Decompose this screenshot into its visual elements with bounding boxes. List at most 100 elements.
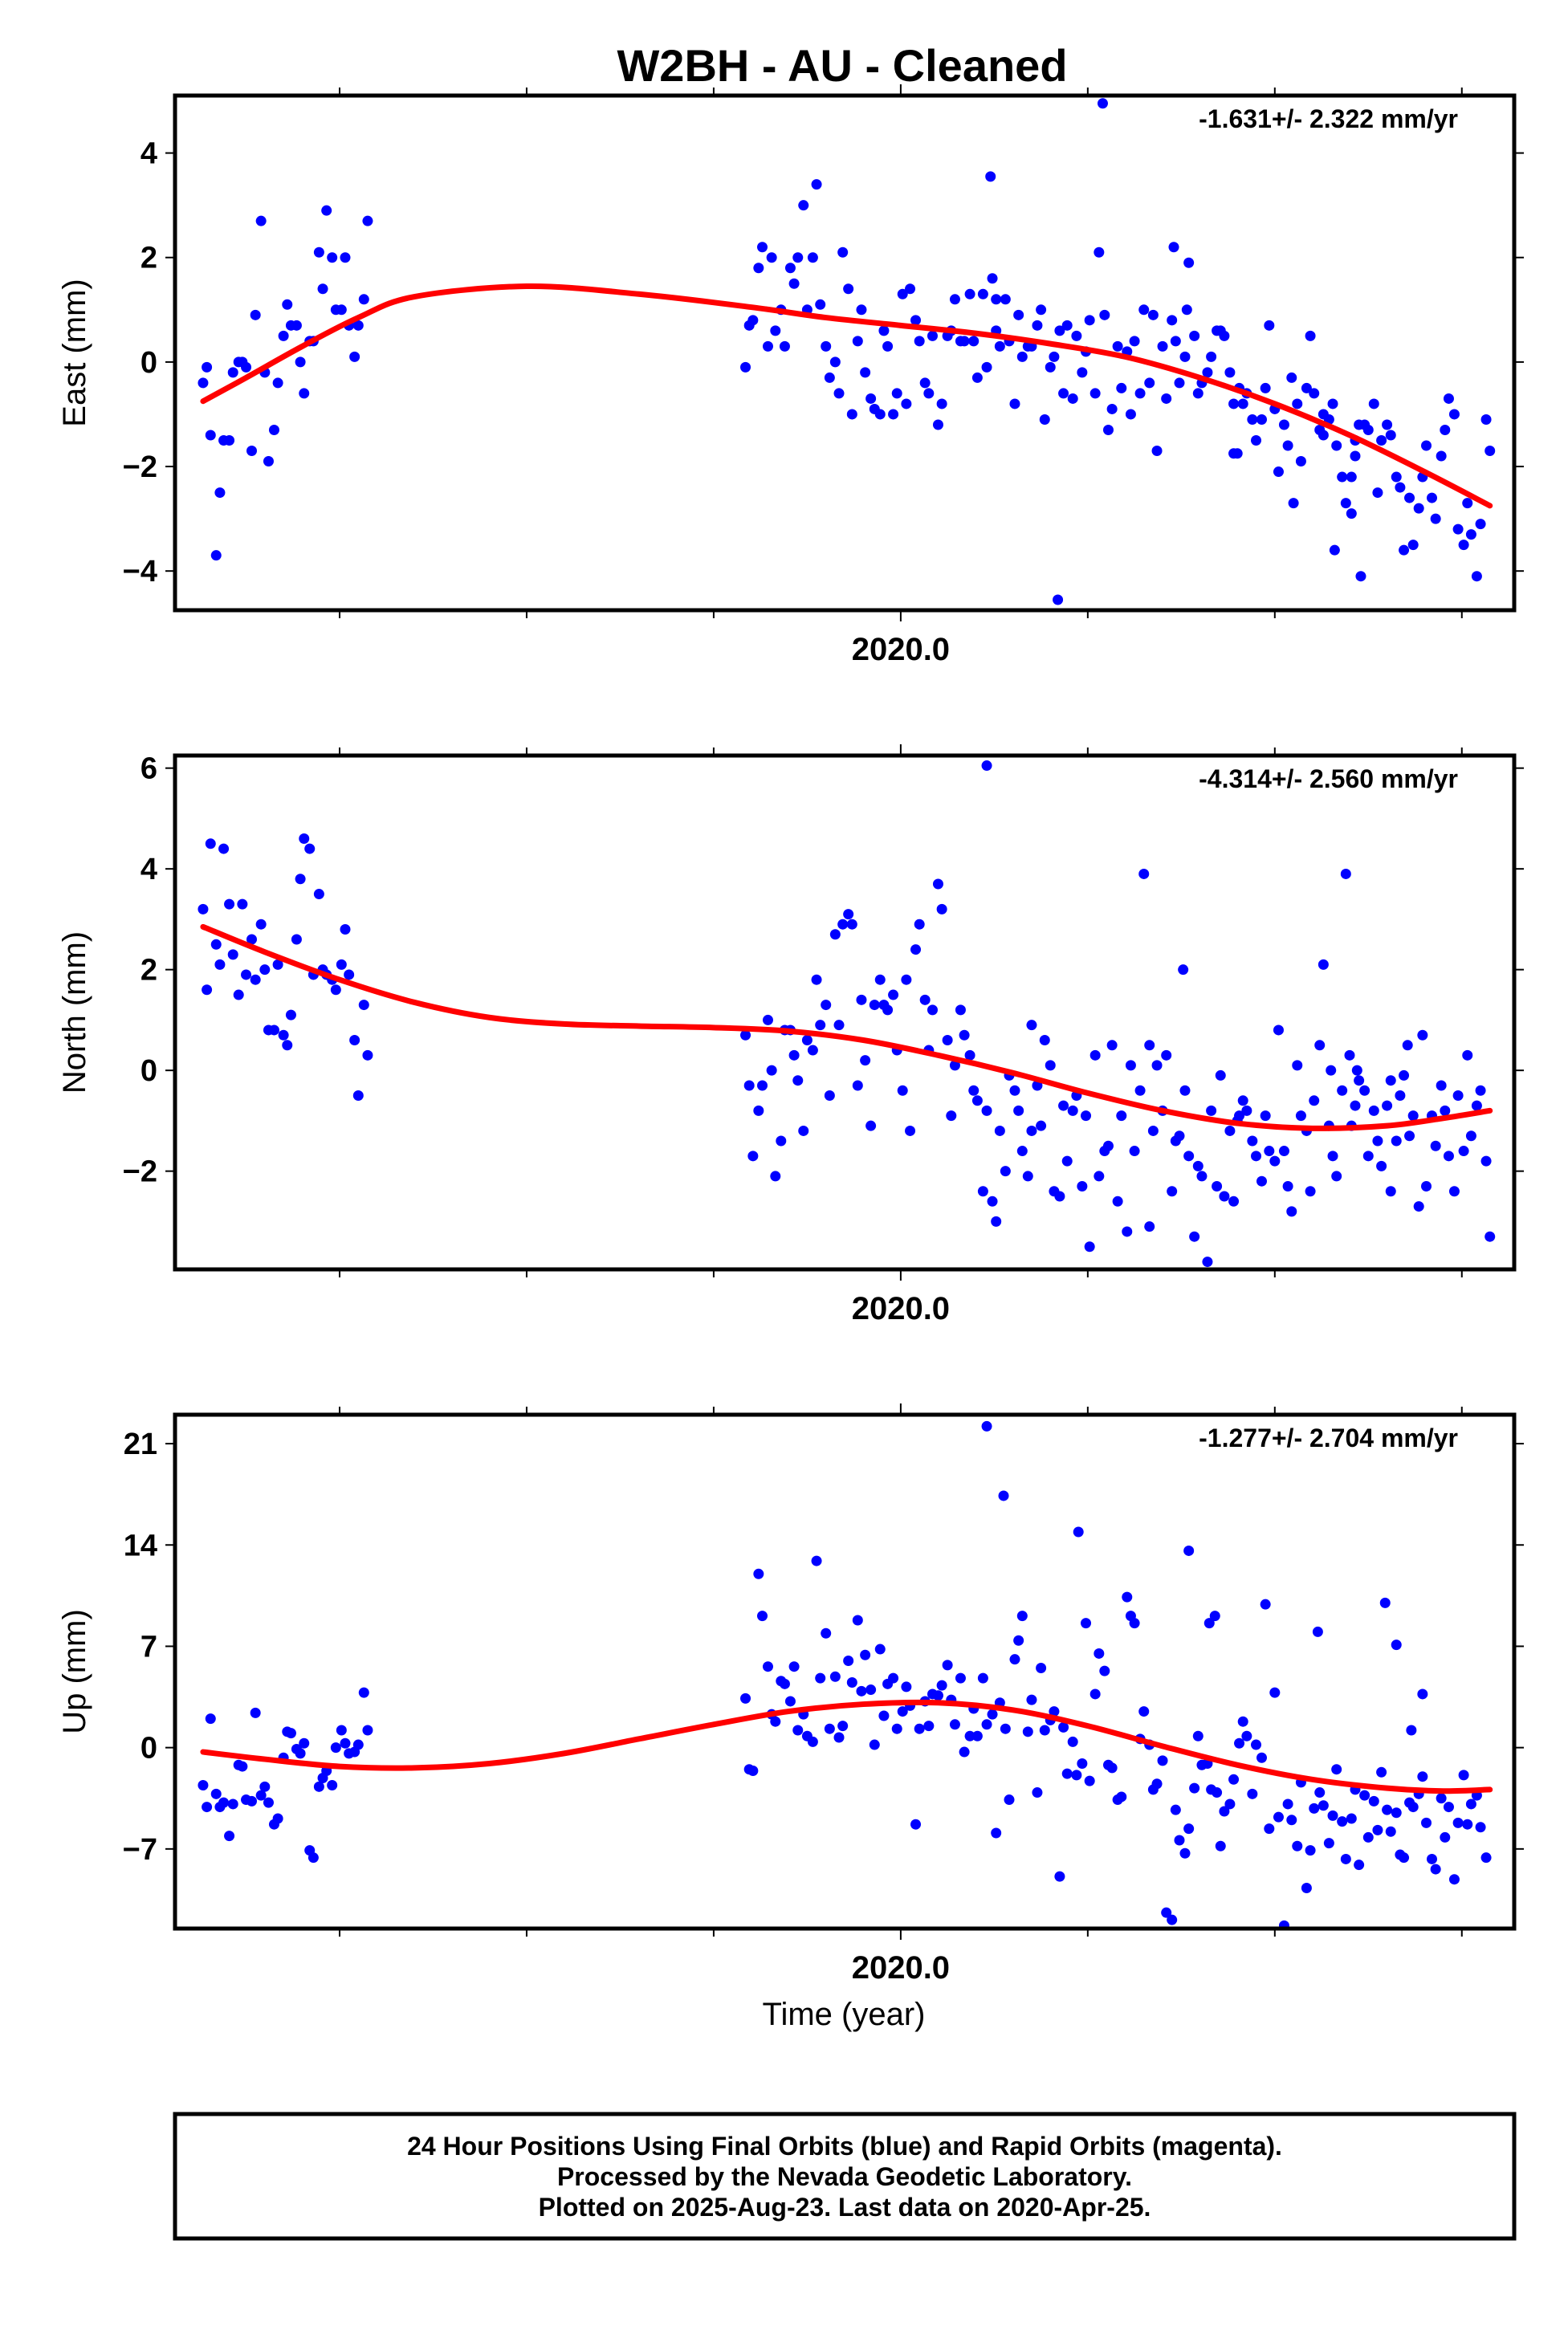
- up-data-point: [1000, 1723, 1011, 1734]
- north-data-point: [349, 1035, 360, 1046]
- east-data-point: [214, 487, 226, 499]
- north-data-point: [756, 1080, 768, 1091]
- east-data-point: [1125, 409, 1136, 420]
- north-data-point: [743, 1080, 755, 1091]
- east-data-point: [1355, 571, 1366, 582]
- up-data-point: [1312, 1626, 1323, 1637]
- north-data-point: [788, 1049, 800, 1061]
- up-data-point: [1382, 1804, 1393, 1815]
- up-data-point: [1346, 1813, 1357, 1824]
- east-data-point: [1368, 398, 1379, 409]
- east-data-point: [923, 388, 935, 399]
- north-data-point: [241, 969, 252, 980]
- east-data-point: [1202, 367, 1213, 378]
- east-data-point: [1413, 503, 1424, 514]
- east-y-tick-label: −4: [123, 555, 157, 589]
- east-data-point: [205, 430, 216, 441]
- east-data-point: [1452, 523, 1464, 535]
- up-data-point: [971, 1730, 983, 1741]
- up-data-point: [1215, 1840, 1226, 1851]
- east-data-point: [1232, 448, 1243, 459]
- east-data-point: [1032, 320, 1043, 331]
- east-data-point: [792, 252, 804, 263]
- north-data-point: [1189, 1231, 1200, 1242]
- up-data-point: [1174, 1835, 1185, 1846]
- up-data-point: [914, 1723, 925, 1734]
- north-data-point: [1138, 868, 1150, 879]
- north-data-point: [362, 1049, 373, 1061]
- up-data-point: [1192, 1730, 1203, 1741]
- up-data-point: [307, 1852, 319, 1864]
- east-data-point: [313, 246, 324, 258]
- east-data-point: [1036, 304, 1047, 316]
- east-data-point: [1385, 430, 1396, 441]
- east-data-point: [910, 315, 922, 326]
- footer-line-3: Plotted on 2025-Aug-23. Last data on 202…: [539, 2193, 1151, 2222]
- north-data-point: [1264, 1146, 1275, 1157]
- north-data-point: [1237, 1095, 1248, 1106]
- east-data-point: [1309, 388, 1320, 399]
- up-y-axis-label: Up (mm): [57, 1609, 92, 1734]
- up-data-point: [1282, 1798, 1293, 1810]
- east-data-point: [362, 215, 373, 226]
- north-data-point: [1106, 1040, 1118, 1051]
- north-data-point: [1094, 1171, 1105, 1182]
- east-data-point: [985, 171, 996, 182]
- north-data-point: [1061, 1155, 1073, 1167]
- north-data-point: [740, 1029, 751, 1041]
- east-data-point: [753, 263, 764, 274]
- north-data-point: [246, 934, 258, 945]
- figure-title: W2BH - AU - Cleaned: [617, 40, 1067, 91]
- up-data-point: [1256, 1752, 1268, 1763]
- up-data-point: [1022, 1726, 1033, 1737]
- north-data-point: [1058, 1100, 1069, 1111]
- east-data-point: [1286, 372, 1297, 383]
- up-data-point: [891, 1723, 902, 1734]
- east-data-point: [358, 294, 369, 305]
- up-data-point: [1224, 1798, 1236, 1810]
- north-data-point: [1260, 1110, 1271, 1122]
- north-data-point: [1183, 1151, 1195, 1162]
- north-data-point: [1452, 1090, 1464, 1102]
- east-data-point: [1340, 498, 1351, 509]
- north-plot-frame: [173, 753, 1517, 1272]
- east-data-point: [927, 330, 938, 341]
- east-data-point: [784, 263, 796, 274]
- up-data-point: [829, 1671, 841, 1682]
- up-data-point: [762, 1661, 773, 1672]
- east-data-point: [807, 252, 818, 263]
- up-data-point: [1161, 1907, 1172, 1918]
- east-data-point: [856, 304, 867, 316]
- east-data-point: [299, 388, 310, 399]
- north-data-point: [1440, 1105, 1451, 1116]
- north-data-point: [336, 959, 347, 970]
- up-data-point: [330, 1742, 341, 1754]
- up-data-point: [1170, 1804, 1181, 1815]
- east-data-point: [1237, 398, 1248, 409]
- up-data-point: [1004, 1794, 1015, 1806]
- north-data-point: [1116, 1110, 1127, 1122]
- east-data-point: [740, 361, 751, 373]
- up-data-point: [1385, 1826, 1396, 1837]
- up-data-point: [1337, 1816, 1348, 1827]
- east-data-point: [821, 340, 832, 352]
- east-data-point: [882, 340, 894, 352]
- east-data-point: [1256, 413, 1268, 425]
- east-data-point: [1395, 482, 1406, 493]
- east-data-point: [1071, 330, 1082, 341]
- north-data-point: [1144, 1040, 1155, 1051]
- east-data-point: [1053, 594, 1064, 605]
- east-data-point: [1138, 304, 1150, 316]
- east-data-point: [1102, 424, 1114, 435]
- east-data-point: [1106, 403, 1118, 414]
- up-data-point: [327, 1780, 338, 1791]
- up-data-point: [1237, 1716, 1248, 1727]
- east-data-point: [198, 377, 209, 389]
- east-data-point: [263, 456, 274, 467]
- north-data-point: [237, 898, 248, 910]
- up-data-point: [1462, 1819, 1473, 1830]
- east-fit-curve: [200, 283, 1493, 509]
- up-data-point: [1122, 1591, 1133, 1603]
- north-data-point: [1295, 1110, 1306, 1122]
- north-data-point: [856, 994, 867, 1005]
